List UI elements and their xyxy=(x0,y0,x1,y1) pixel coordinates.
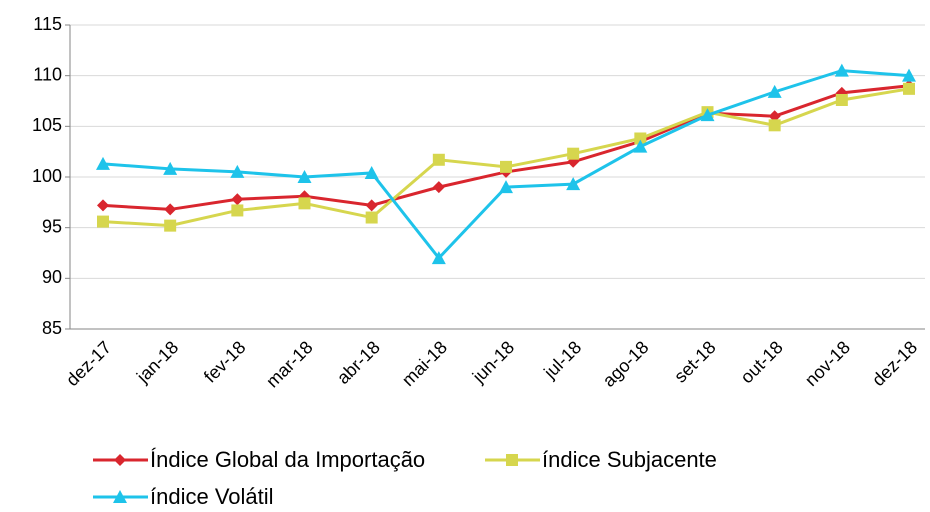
marker xyxy=(231,204,244,217)
marker xyxy=(700,108,715,122)
marker xyxy=(432,181,445,194)
marker xyxy=(834,63,849,77)
legend-marker xyxy=(113,490,127,503)
marker xyxy=(431,251,446,265)
x-tick-label: jun-18 xyxy=(468,337,518,387)
marker xyxy=(500,160,512,173)
y-tick-label: 100 xyxy=(32,166,62,186)
legend-marker xyxy=(114,454,126,466)
marker xyxy=(364,165,379,179)
marker xyxy=(835,93,848,106)
legend-marker xyxy=(506,454,518,466)
x-tick-label: dez-17 xyxy=(62,337,115,390)
x-tick-label: fev-18 xyxy=(200,337,250,387)
x-tick-label: mai-18 xyxy=(398,337,451,390)
x-tick-label: mar-18 xyxy=(262,337,316,391)
marker xyxy=(566,177,581,191)
marker xyxy=(231,193,244,206)
x-tick-label: ago-18 xyxy=(599,337,653,391)
legend-label: índice Subjacente xyxy=(542,447,717,472)
series-line xyxy=(102,87,910,228)
marker xyxy=(164,219,177,232)
y-tick-label: 90 xyxy=(42,267,62,287)
x-tick-label: jan-18 xyxy=(132,337,182,387)
marker xyxy=(298,197,311,210)
marker xyxy=(567,147,580,160)
marker xyxy=(768,119,781,132)
x-tick-label: nov-18 xyxy=(801,337,854,390)
marker xyxy=(163,161,178,175)
y-tick-label: 85 xyxy=(42,318,62,338)
x-tick-label: set-18 xyxy=(670,337,720,387)
marker xyxy=(432,153,445,166)
marker xyxy=(499,180,513,194)
marker xyxy=(634,132,647,145)
y-tick-label: 115 xyxy=(33,14,62,34)
x-tick-label: dez-18 xyxy=(868,337,921,390)
x-tick-label: out-18 xyxy=(737,337,787,387)
marker xyxy=(365,211,378,224)
marker xyxy=(230,164,245,178)
marker xyxy=(297,170,312,183)
marker xyxy=(164,203,177,216)
marker xyxy=(902,68,916,82)
legend-label: índice Volátil xyxy=(150,484,274,509)
marker xyxy=(96,156,110,170)
marker xyxy=(767,84,782,98)
legend-label: Índice Global da Importação xyxy=(150,447,425,472)
marker xyxy=(97,215,109,228)
marker xyxy=(903,82,915,95)
marker xyxy=(97,199,109,212)
y-tick-label: 105 xyxy=(32,115,62,135)
marker xyxy=(633,139,648,153)
y-tick-label: 110 xyxy=(33,64,62,84)
marker xyxy=(768,110,781,123)
x-tick-label: abr-18 xyxy=(333,337,384,388)
x-tick-label: jul-18 xyxy=(539,337,585,383)
marker xyxy=(365,199,378,212)
y-tick-label: 95 xyxy=(42,216,62,236)
